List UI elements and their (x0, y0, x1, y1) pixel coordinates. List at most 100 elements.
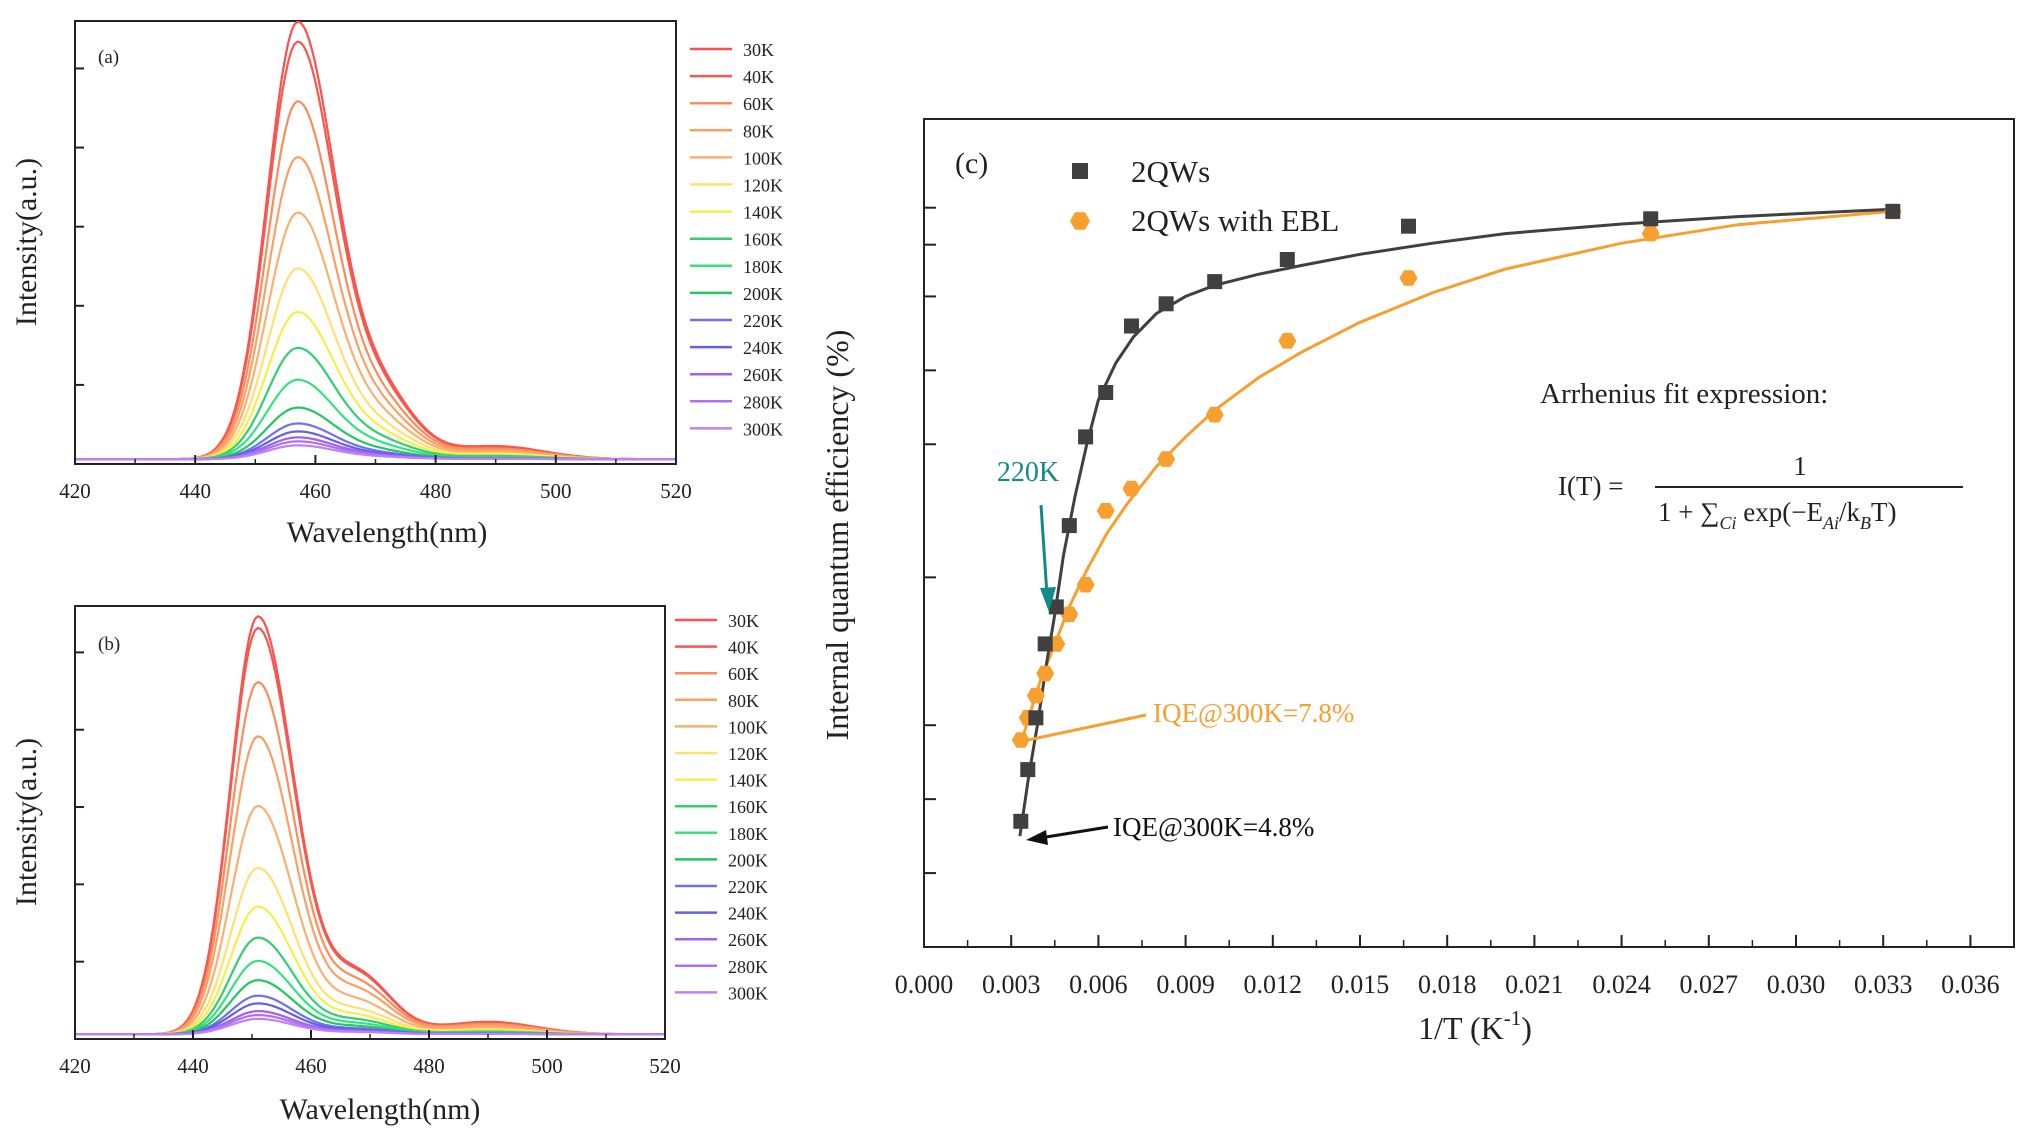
point-2qws (1124, 318, 1139, 334)
legend-a: 30K 40K 60K 80K 100K 120K 140K 160K 180K 200K 220K… (690, 40, 783, 439)
formula-numerator: 1 (1793, 451, 1807, 481)
arrow-iqe-2qw-head (1026, 830, 1048, 845)
curves-a (75, 20, 677, 461)
legend-label-280K: 280K (743, 392, 783, 412)
plot-frame-b (74, 605, 666, 1040)
ticks-a: 420 440 460 480 500 520 (59, 67, 692, 503)
x-tick-label: 0.000 (895, 970, 954, 999)
formula-den-1: 1 + ∑ (1658, 497, 1719, 527)
point-ebl (1399, 270, 1418, 286)
x-axis-label-a: Wavelength(nm) (287, 516, 488, 549)
panel-b: 420 440 460 480 500 520 (b) Wavelength(nm) In… (10, 605, 768, 1126)
legend-label-ebl: 2QWs with EBL (1131, 203, 1339, 238)
x-tick-label: 460 (295, 1054, 327, 1078)
y-axis-label-c: Internal quantum efficiency (%) (819, 330, 855, 741)
legend-label-160K: 160K (743, 230, 783, 250)
spectrum-100K (75, 804, 665, 1036)
spectrum-200K (75, 979, 665, 1036)
spectrum-30K (75, 615, 665, 1036)
legend-label-100K: 100K (728, 717, 768, 737)
arrow-220k-head (1040, 587, 1056, 612)
plot-frame-c (923, 118, 2015, 948)
legend-label-180K: 180K (743, 257, 783, 277)
x-tick-label: 0.015 (1331, 970, 1390, 999)
point-2qws (1061, 518, 1077, 534)
x-tick-label: 0.009 (1156, 970, 1215, 999)
curves-b (75, 615, 666, 1036)
formula-den-3: /k (1839, 497, 1861, 527)
formula-den-sub-ai: Ai (1822, 513, 1839, 533)
x-tick-label: 0.012 (1244, 970, 1303, 999)
x-tick-label: 0.033 (1854, 970, 1913, 999)
arrow-iqe-ebl-line (1027, 713, 1147, 742)
legend-label-260K: 260K (743, 365, 783, 385)
point-ebl (1278, 333, 1297, 349)
annotation-iqe-2qw: IQE@300K=4.8% (1113, 812, 1314, 842)
legend-label-240K: 240K (728, 904, 768, 924)
x-tick-label: 500 (540, 479, 572, 503)
point-2qws (1158, 296, 1174, 312)
point-ebl (1205, 406, 1224, 423)
ticks-c: 0.000 0.003 0.006 0.009 0.012 0.015 0.018 0.021… (895, 206, 2000, 999)
x-tick-label: 500 (531, 1054, 563, 1078)
x-tick-label: 0.036 (1941, 970, 2000, 999)
spectrum-300K (75, 1017, 665, 1036)
x-tick-label: 0.030 (1767, 970, 1826, 999)
point-ebl (1076, 577, 1095, 593)
legend-label-30K: 30K (728, 611, 759, 631)
point-ebl (1060, 606, 1079, 623)
point-2qws (1885, 203, 1901, 219)
x-tick-label: 420 (59, 1054, 91, 1078)
legend-label-60K: 60K (743, 94, 774, 114)
point-ebl (1011, 732, 1030, 748)
x-tick-label: 520 (649, 1054, 681, 1078)
point-ebl (1036, 665, 1055, 682)
legend-b: 30K 40K 60K 80K 100K 120K 140K 160K 180K 200K 220K… (675, 611, 768, 1003)
formula-den-sub-ci: Ci (1719, 513, 1736, 533)
y-axis-label-a: Intensity(a.u.) (10, 158, 43, 326)
legend-label-220K: 220K (728, 877, 768, 897)
x-tick-label: 0.018 (1418, 970, 1477, 999)
legend-label-300K: 300K (728, 983, 768, 1003)
legend-label-40K: 40K (743, 67, 774, 87)
legend-label-60K: 60K (728, 664, 759, 684)
point-2qws (1098, 385, 1114, 400)
x-tick-label: 480 (413, 1054, 445, 1078)
legend-label-260K: 260K (728, 930, 768, 950)
spectrum-120K (75, 866, 665, 1036)
panel-c: 0.000 0.003 0.006 0.009 0.012 0.015 0.018 0.021… (819, 118, 2015, 1046)
x-tick-label: 0.006 (1069, 970, 1128, 999)
x-axis-label-c-main: 1/T (K (1418, 1010, 1504, 1046)
legend-label-2qws: 2QWs (1131, 154, 1210, 189)
point-2qws (1020, 762, 1036, 778)
point-2qws (1048, 599, 1064, 615)
point-2qws (1279, 252, 1295, 267)
ticks-b: 420 440 460 480 500 520 (59, 651, 681, 1078)
legend-label-140K: 140K (728, 771, 768, 791)
point-2qws (1013, 813, 1029, 829)
panel-label-c: (c) (955, 147, 988, 180)
x-axis-label-c: 1/T (K-1) (1418, 1006, 1532, 1046)
spectrum-30K (75, 20, 676, 461)
legend-label-140K: 140K (743, 203, 783, 223)
formula-denominator: 1 + ∑Ci exp(−EAi/kBT) (1658, 497, 1896, 533)
x-tick-label: 440 (179, 479, 211, 503)
point-ebl (1641, 225, 1660, 242)
panel-a: 420 440 460 480 500 520 (a) Wavelength(nm) In… (10, 20, 783, 549)
spectrum-60K (75, 100, 676, 461)
point-2qws (1028, 710, 1044, 726)
x-axis-label-b: Wavelength(nm) (280, 1093, 481, 1126)
legend-label-180K: 180K (728, 824, 768, 844)
legend-label-80K: 80K (728, 691, 759, 711)
x-tick-label: 460 (300, 479, 332, 503)
fit-title: Arrhenius fit expression: (1540, 378, 1828, 410)
spectrum-140K (75, 905, 665, 1036)
legend-label-30K: 30K (743, 40, 774, 60)
legend-label-120K: 120K (743, 176, 783, 196)
legend-label-200K: 200K (728, 850, 768, 870)
x-tick-label: 480 (420, 479, 452, 503)
spectrum-80K (75, 735, 665, 1036)
x-tick-label: 0.027 (1680, 970, 1739, 999)
panel-label-b: (b) (98, 634, 120, 655)
